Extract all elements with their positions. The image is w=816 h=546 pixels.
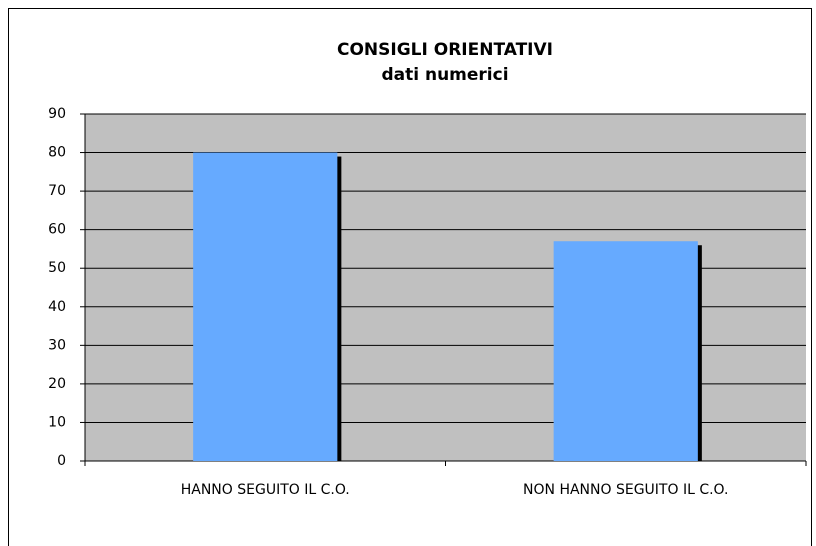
y-tick-label: 90 [48, 106, 66, 122]
x-tick-label: NON HANNO SEGUITO IL C.O. [523, 482, 728, 498]
y-tick-label: 80 [48, 145, 66, 161]
bar [193, 152, 338, 462]
y-tick-label: 40 [48, 299, 66, 315]
chart-title: CONSIGLI ORIENTATIVI [337, 40, 553, 60]
y-tick-label: 0 [57, 453, 66, 469]
chart-subtitle: dati numerici [381, 65, 508, 85]
y-tick-label: 30 [48, 337, 66, 353]
y-tick-label: 50 [48, 260, 66, 276]
x-tick-label: HANNO SEGUITO IL C.O. [181, 482, 350, 498]
y-tick-label: 60 [48, 222, 66, 238]
bar [553, 241, 698, 461]
y-tick-label: 20 [48, 376, 66, 392]
y-tick-label: 10 [48, 414, 66, 430]
y-tick-label: 70 [48, 183, 66, 199]
